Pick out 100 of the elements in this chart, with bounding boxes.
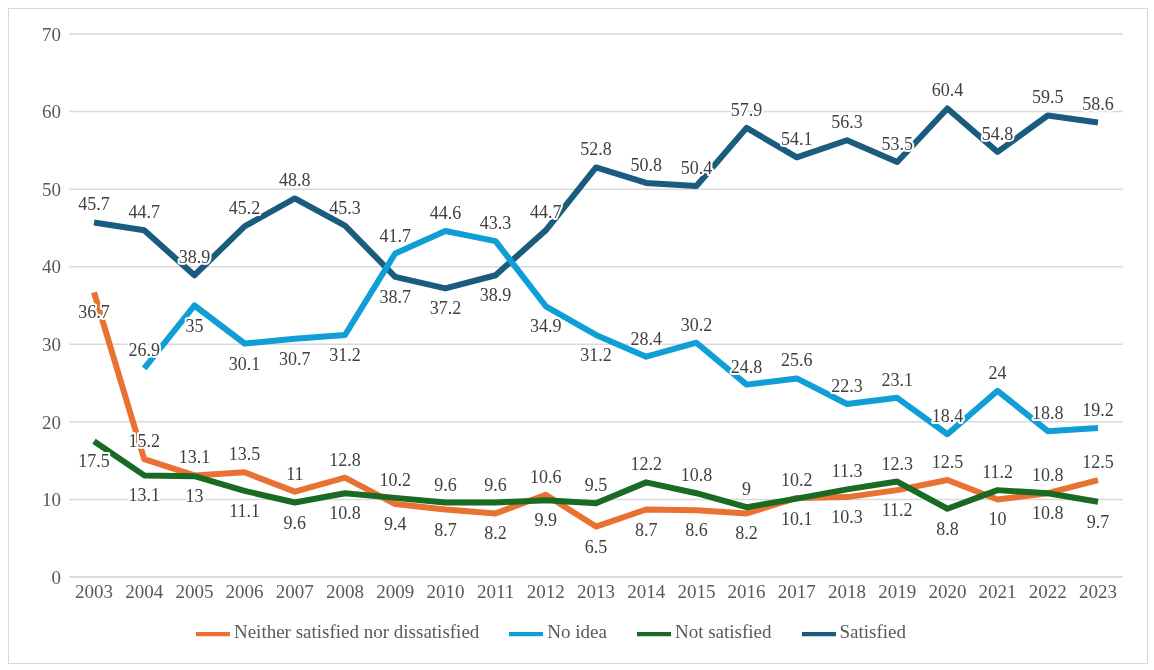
y-tick-label: 10 [42,489,61,511]
data-label: 9.6 [283,512,307,533]
x-tick-label: 2007 [275,581,314,603]
data-label: 31.2 [329,344,361,365]
y-tick-label: 20 [42,411,61,433]
data-label: 38.7 [379,286,411,307]
data-label: 13.5 [228,444,261,465]
data-label: 9.5 [584,475,608,496]
data-label: 11.3 [831,461,863,482]
data-label: 12.8 [329,449,361,470]
x-tick-label: 2013 [577,581,615,603]
x-tick-label: 2014 [627,581,666,603]
legend-label: No idea [547,621,607,643]
x-tick-label: 2023 [1079,581,1117,603]
data-label: 8.2 [484,523,507,544]
data-label: 19.2 [1082,400,1114,421]
y-tick-label: 30 [42,334,61,356]
data-label: 12.3 [881,453,913,474]
data-label: 8.7 [634,519,658,540]
data-label: 30.2 [680,314,713,335]
data-label: 45.7 [78,194,110,215]
data-label: 35 [185,315,204,336]
x-tick-label: 2020 [928,581,967,603]
data-label: 9.6 [434,474,457,495]
data-label: 24 [988,362,1007,383]
data-label: 59.5 [1032,87,1064,108]
data-label: 11.1 [229,500,261,521]
data-label: 56.3 [831,112,863,133]
data-label: 57.9 [730,99,763,120]
data-label: 10.8 [329,503,361,524]
data-label: 58.6 [1082,94,1114,115]
data-label: 28.4 [630,328,662,349]
data-label: 10 [988,509,1007,530]
y-tick-label: 60 [42,101,61,123]
data-label: 38.9 [178,247,211,268]
data-label: 9.4 [383,514,407,535]
data-label: 9.9 [534,510,558,531]
data-label: 12.5 [931,452,964,473]
data-label: 52.8 [580,139,612,160]
data-label: 8.6 [685,520,708,541]
data-label: 8.7 [434,519,457,540]
data-label: 9.6 [484,474,507,495]
data-label: 13.1 [178,447,211,468]
x-tick-label: 2003 [75,581,113,603]
x-tick-label: 2021 [978,581,1017,603]
x-tick-label: 2006 [225,581,264,603]
data-label: 11.2 [982,462,1014,483]
data-label: 60.4 [931,80,964,101]
data-label: 31.2 [580,344,612,365]
data-label: 10.3 [831,507,863,528]
x-tick-label: 2005 [175,581,214,603]
data-label: 34.9 [530,316,562,337]
data-label: 54.1 [781,129,813,150]
data-label: 18.8 [1032,403,1064,424]
data-label: 41.7 [379,225,411,246]
data-label: 13 [185,486,204,507]
data-label: 10.1 [781,508,813,529]
data-label: 54.8 [981,123,1014,144]
data-label: 37.2 [429,298,462,319]
data-label: 17.5 [78,451,110,472]
data-label: 48.8 [279,170,311,191]
legend-label: Not satisfied [674,621,772,643]
x-tick-label: 2015 [677,581,716,603]
x-tick-label: 2018 [828,581,866,603]
x-tick-label: 2008 [326,581,364,603]
x-tick-label: 2010 [426,581,465,603]
data-label: 8.8 [936,518,959,539]
data-label: 9.7 [1086,511,1110,532]
data-label: 44.6 [429,203,462,224]
x-tick-label: 2012 [526,581,565,603]
x-tick-label: 2019 [878,581,917,603]
data-label: 11 [286,463,304,484]
x-tick-label: 2022 [1028,581,1067,603]
data-label: 23.1 [881,369,913,390]
x-tick-label: 2016 [727,581,766,603]
data-label: 25.6 [781,350,813,371]
data-label: 9 [742,479,752,500]
data-label: 30.7 [279,348,311,369]
legend-label: Satisfied [839,621,907,643]
y-tick-label: 50 [42,178,61,200]
data-label: 11.2 [881,500,913,521]
data-label: 12.5 [1082,452,1114,473]
y-tick-label: 40 [42,256,61,278]
x-tick-label: 2004 [125,581,164,603]
data-label: 50.8 [630,154,662,175]
data-label: 45.3 [329,197,361,218]
y-tick-label: 0 [51,566,61,588]
data-label: 10.6 [530,466,562,487]
y-tick-label: 70 [42,23,61,45]
data-label: 43.3 [479,213,512,234]
data-label: 10.2 [781,469,813,490]
x-tick-label: 2017 [777,581,816,603]
data-label: 30.1 [228,353,261,374]
data-label: 13.1 [128,485,160,506]
data-label: 24.8 [730,356,763,377]
data-label: 10.8 [680,465,713,486]
x-tick-label: 2011 [476,581,515,603]
data-label: 45.2 [228,198,261,219]
legend-label: Neither satisfied nor dissatisfied [233,621,480,643]
data-label: 44.7 [128,202,160,223]
